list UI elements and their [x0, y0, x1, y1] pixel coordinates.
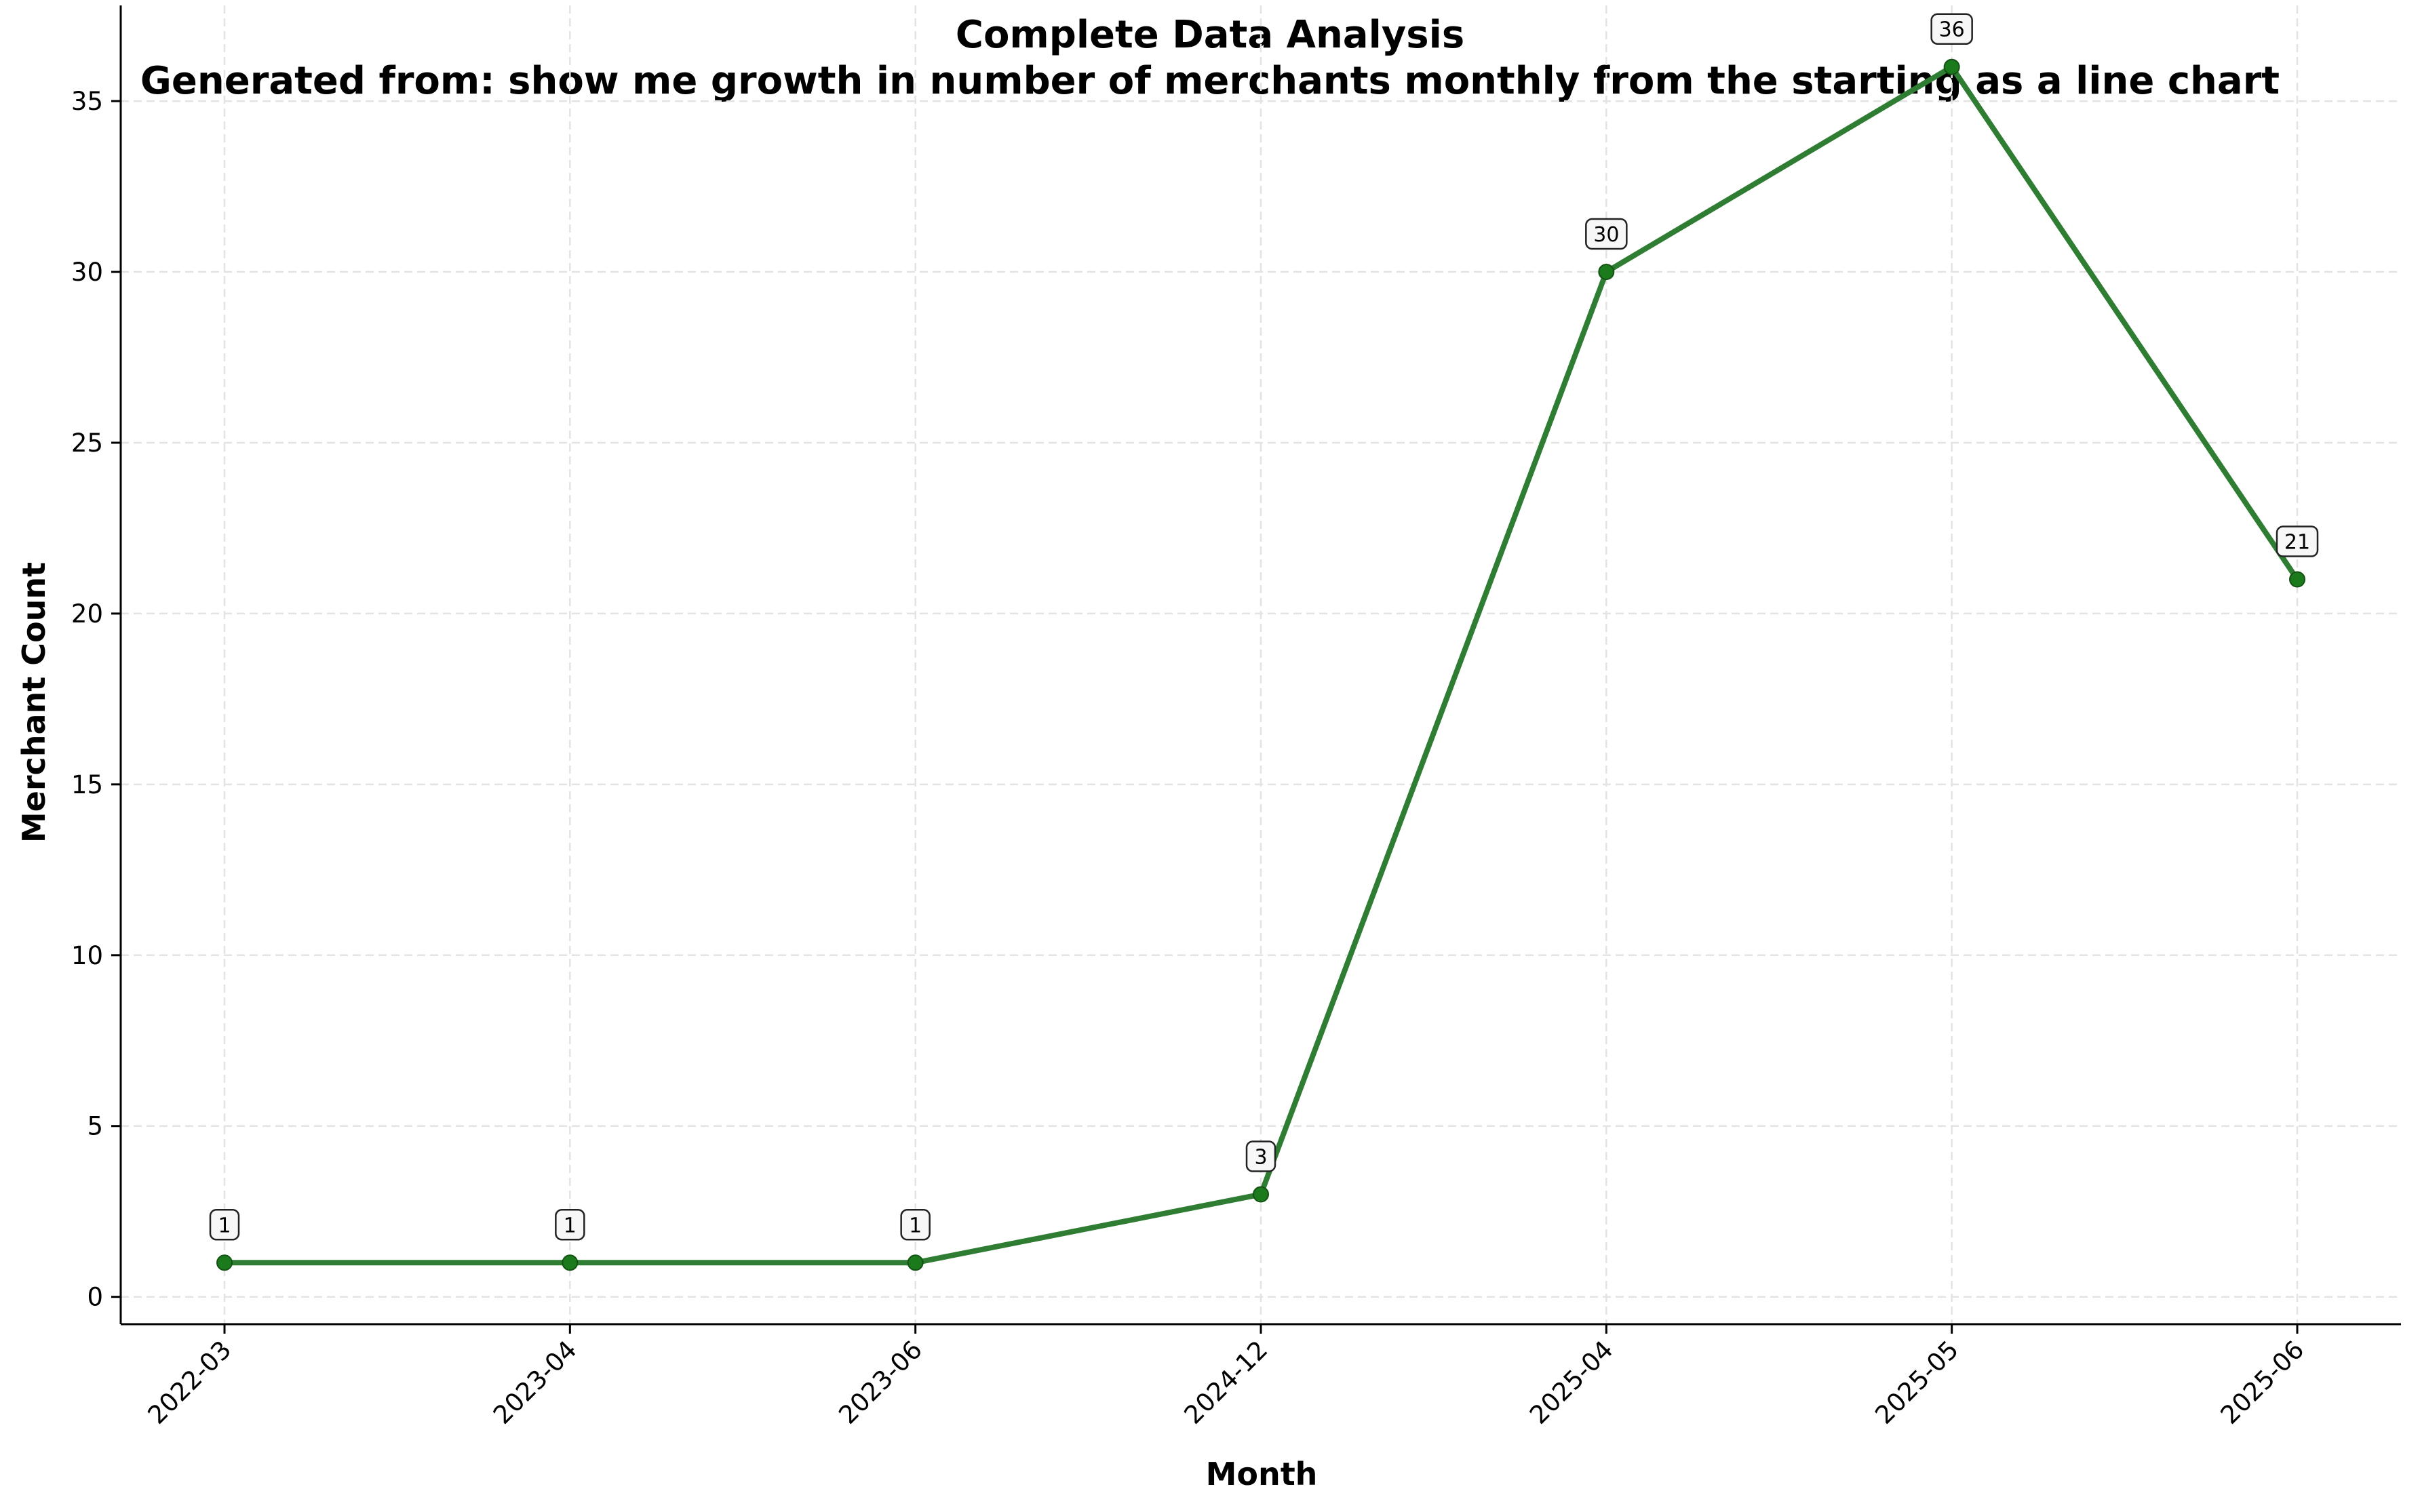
y-tick-label: 35: [71, 87, 103, 116]
x-axis-label: Month: [1206, 1456, 1318, 1492]
grid-lines: [121, 5, 2401, 1324]
x-tick-label: 2025-04: [1524, 1335, 1619, 1430]
data-label: 3: [1254, 1146, 1267, 1170]
y-tick-label: 15: [71, 770, 103, 799]
data-label-box: [1585, 218, 1628, 250]
data-point: [1253, 1186, 1269, 1203]
data-label-box: [555, 1209, 585, 1241]
data-label-box: [2276, 525, 2319, 557]
data-label: 36: [1939, 18, 1965, 42]
x-tick-label: 2023-06: [833, 1335, 928, 1430]
data-label: 1: [909, 1214, 922, 1237]
data-point: [216, 1254, 233, 1271]
data-labels: 1 1 1 3 30 36 21: [209, 13, 2319, 1241]
y-tick-label: 10: [71, 941, 103, 970]
data-label-box: [900, 1209, 931, 1241]
data-point: [1598, 264, 1615, 281]
tick-labels: 0 5 10 15 20 25 30 35 2022-03 2023-04 2023-06 2024-…: [71, 87, 2309, 1430]
data-point: [562, 1254, 579, 1271]
y-tick-label: 20: [71, 599, 103, 629]
y-tick-label: 0: [87, 1283, 103, 1312]
data-label: 1: [218, 1214, 231, 1237]
y-tick-label: 30: [71, 258, 103, 287]
data-label: 1: [564, 1214, 577, 1237]
data-point: [2289, 571, 2305, 588]
data-label: 21: [2284, 531, 2310, 555]
data-points: [216, 58, 2305, 1271]
x-tick-label: 2025-06: [2215, 1335, 2310, 1430]
data-point: [1943, 58, 1960, 75]
x-tick-label: 2025-05: [1869, 1335, 1964, 1430]
x-tick-label: 2022-03: [142, 1335, 237, 1430]
data-label-box: [1245, 1140, 1276, 1172]
y-tick-label: 25: [71, 429, 103, 458]
data-label-box: [209, 1209, 240, 1241]
y-tick-label: 5: [87, 1112, 103, 1141]
data-label: 30: [1593, 223, 1619, 247]
data-label-box: [1930, 13, 1973, 45]
y-axis-label: Merchant Count: [16, 562, 52, 843]
chart-title: Complete Data Analysis: [956, 13, 1464, 57]
x-tick-label: 2023-04: [488, 1335, 583, 1430]
x-tick-label: 2024-12: [1179, 1335, 1274, 1430]
data-point: [907, 1254, 924, 1271]
